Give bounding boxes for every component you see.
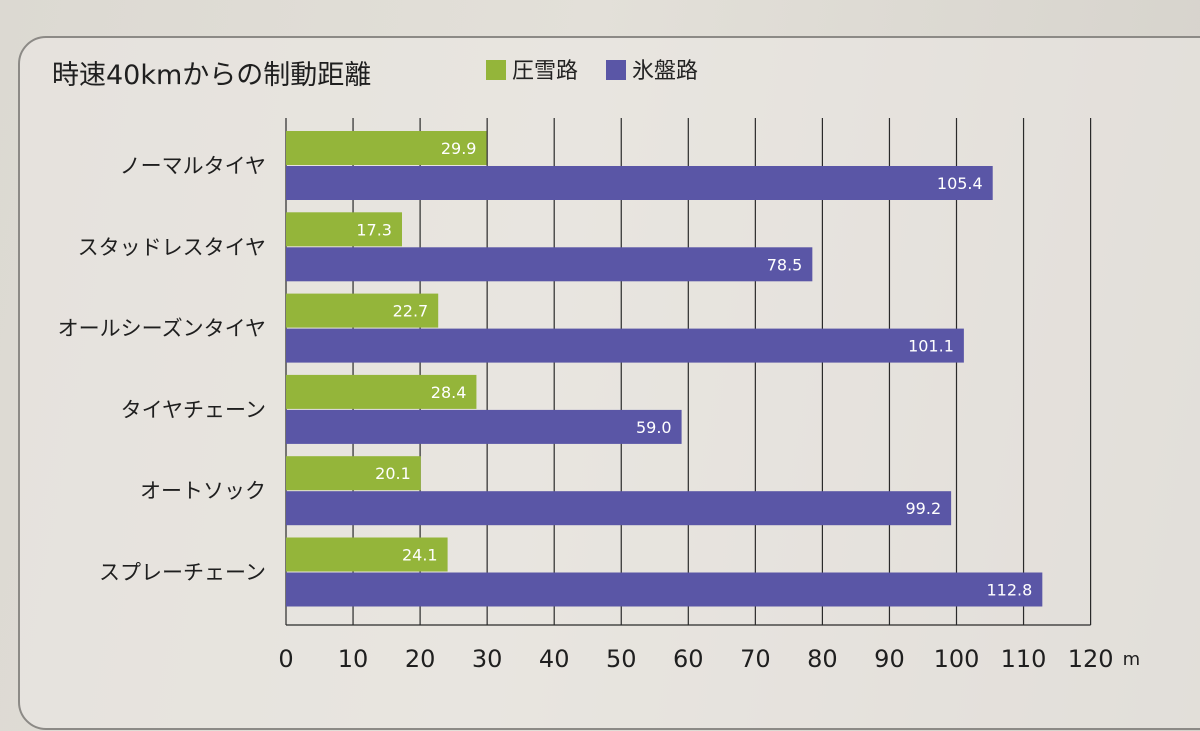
category-label: オートソック [140, 479, 266, 503]
x-unit-label: m [1123, 649, 1141, 670]
data-label: 59.0 [636, 418, 672, 437]
data-label: 29.9 [441, 139, 477, 158]
x-tick-label: 10 [338, 645, 369, 673]
data-label: 24.1 [402, 546, 438, 565]
bar-packed-snow-2 [286, 293, 439, 328]
x-tick-label: 60 [673, 645, 704, 673]
x-tick-label: 50 [606, 645, 637, 673]
category-label: オールシーズンタイヤ [58, 317, 266, 341]
legend-swatch-1 [606, 60, 626, 80]
x-tick-label: 120 [1068, 645, 1114, 673]
category-label: タイヤチェーン [121, 398, 266, 422]
legend: 圧雪路 氷盤路 [486, 59, 698, 84]
data-label: 78.5 [767, 255, 803, 274]
data-label: 20.1 [375, 464, 411, 483]
bar-ice-4 [286, 491, 952, 526]
chart-panel [18, 36, 1200, 730]
bar-ice-1 [286, 247, 813, 282]
x-tick-label: 40 [539, 645, 570, 673]
bar-ice-5 [286, 572, 1043, 607]
x-tick-label: 70 [740, 645, 771, 673]
bar-packed-snow-4 [286, 456, 421, 491]
bar-packed-snow-1 [286, 212, 402, 247]
category-label: スタッドレスタイヤ [78, 235, 266, 259]
data-label: 22.7 [393, 302, 429, 321]
bar-ice-0 [286, 166, 993, 200]
bar-ice-3 [286, 409, 682, 444]
grid-lines [285, 118, 1092, 626]
data-label: 28.4 [431, 383, 467, 402]
data-label: 105.4 [937, 174, 983, 193]
x-tick-label: 80 [807, 645, 838, 673]
bar-packed-snow-3 [286, 374, 477, 409]
data-label: 99.2 [906, 499, 942, 518]
category-label: スプレーチェーン [99, 561, 266, 585]
x-tick-label: 20 [405, 645, 436, 673]
data-label: 17.3 [356, 220, 392, 239]
legend-label-0: 圧雪路 [512, 59, 578, 84]
chart-title: 時速40kmからの制動距離 [52, 60, 371, 91]
x-tick-label: 110 [1001, 645, 1047, 673]
bar-packed-snow-0 [286, 131, 487, 165]
category-label: ノーマルタイヤ [120, 154, 266, 178]
legend-label-1: 氷盤路 [632, 59, 698, 84]
bar-packed-snow-5 [286, 537, 448, 572]
data-label: 101.1 [908, 337, 954, 356]
data-label: 112.8 [987, 581, 1033, 600]
x-tick-label: 30 [472, 645, 503, 673]
bars [286, 131, 1043, 607]
x-tick-label: 0 [278, 645, 293, 673]
x-tick-label: 90 [874, 645, 905, 673]
legend-swatch-0 [486, 60, 506, 80]
bar-ice-2 [286, 328, 964, 363]
labels: ノーマルタイヤ 29.9 105.4 スタッドレスタイヤ 17.3 78.5 オールシーズン… [58, 139, 1140, 673]
x-tick-label: 100 [934, 645, 980, 673]
